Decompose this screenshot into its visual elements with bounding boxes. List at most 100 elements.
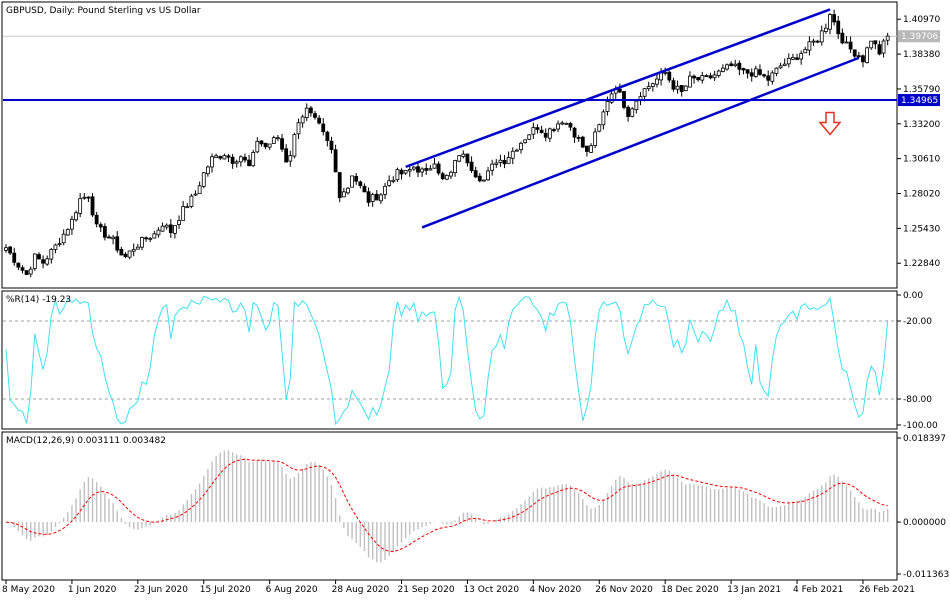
candle [41,255,45,269]
candle [877,40,882,56]
candle [276,134,280,142]
candle [795,53,799,61]
candle-body [370,194,375,202]
candle-body [152,233,157,239]
candle [391,176,396,184]
candle-body [300,116,305,124]
candle [32,253,37,271]
candle [53,243,58,254]
candle [477,172,482,183]
candle [49,247,54,264]
candle-body [271,137,276,144]
candle-body [61,233,66,244]
candle-body [774,67,779,74]
candle [502,155,507,169]
candle [807,36,812,56]
candle-body [791,57,795,60]
candle [646,81,651,92]
candle [556,120,560,133]
candle-body [786,57,791,65]
candle [317,115,322,125]
candle-body [24,270,29,275]
candle-body [436,163,441,174]
candle-body [49,248,54,260]
candle-body [251,152,256,167]
candle [267,143,272,150]
price-tick-label: 1.40970 [903,15,940,25]
candle-body [111,236,116,240]
candle-body [403,170,408,174]
candle [420,167,425,177]
candle [856,51,861,58]
candle [725,63,729,71]
candle-body [263,142,268,148]
wpr-title: %R(14) -19.23 [6,295,71,305]
price-tick-label: 1.38380 [903,50,940,60]
price-tick-label: 1.33200 [903,120,940,130]
candle [482,179,486,182]
candle-body [325,131,330,142]
candle [74,210,78,222]
candle-body [823,27,828,32]
candle-body [391,179,396,182]
candle [259,140,264,147]
candle [486,166,490,181]
price-tick-label: 1.22840 [903,259,940,269]
candle [65,228,70,236]
candle [576,135,581,142]
candle [86,196,91,203]
candle-body [741,68,746,71]
candle [61,229,66,246]
candle-body [865,47,869,64]
candle-body [292,134,297,157]
candle [436,161,441,176]
candle [634,99,639,114]
candle [374,189,379,201]
candle-body [210,156,214,168]
candle-body [131,248,136,252]
candle [16,262,21,271]
candle [539,125,544,134]
candle [313,110,317,120]
candle [692,74,696,84]
wpr-tick-label: 0.00 [903,291,923,301]
candle-body [811,40,816,43]
candle [535,124,540,134]
candle-body [465,153,470,164]
candle [700,71,705,84]
candle [152,230,157,239]
candle [733,59,738,68]
candle-body [688,75,692,88]
candle [341,187,346,198]
candle [601,109,606,130]
candle [716,69,721,78]
candle [453,159,457,177]
candle [523,139,528,144]
candle [514,148,519,152]
candle-body [527,134,532,140]
candle [280,133,284,152]
price-series [3,8,897,278]
x-tick-label: 13 Jan 2021 [727,585,781,595]
candle-body [626,106,631,117]
candle [214,153,219,159]
candle [300,114,305,128]
price-chart-title: GBPUSD, Daily: Pound Sterling vs US Doll… [6,6,201,16]
candle [243,153,247,163]
candle-body [498,159,503,163]
candle-body [416,166,420,173]
candle-body [523,139,528,143]
candle-body [140,237,144,248]
candle-body [770,72,775,82]
candle-body [144,237,148,240]
candle [387,175,392,187]
candle [234,159,239,168]
candle-body [115,236,120,251]
candle [823,23,828,34]
candle-body [230,156,235,164]
candle [881,38,886,58]
candle [82,192,87,200]
candle [655,74,659,88]
candle [90,193,95,217]
